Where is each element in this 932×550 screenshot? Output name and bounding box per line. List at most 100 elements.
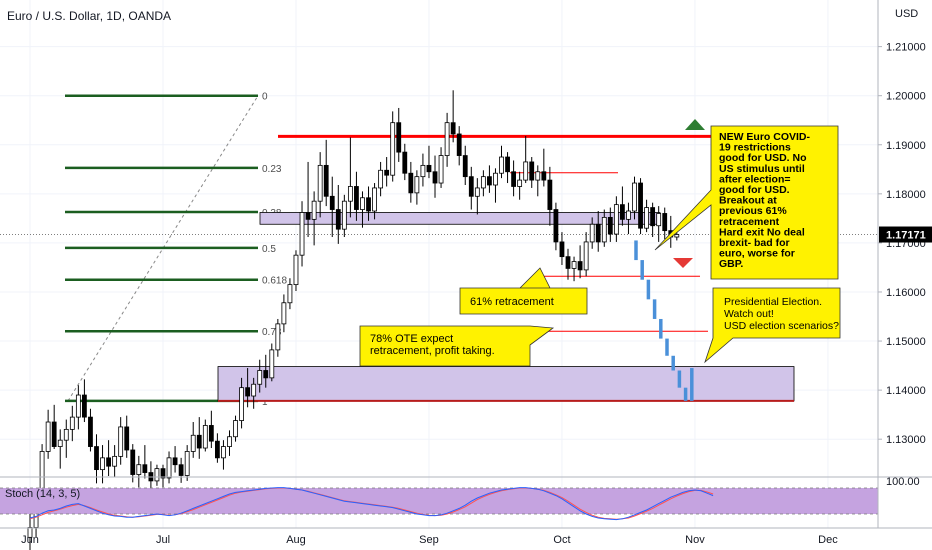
price-tick-label: 1.20000: [886, 91, 926, 103]
candle-body: [650, 207, 656, 227]
note-election-box: [704, 287, 841, 364]
candle-body: [63, 428, 69, 441]
fib-label: 1: [262, 397, 268, 408]
candle-body: [450, 122, 456, 135]
candle-body: [239, 387, 244, 421]
candle-body: [535, 171, 541, 181]
candle-body: [456, 133, 462, 156]
note-covid-text: US stimulus until: [719, 163, 805, 175]
candle-body: [432, 171, 438, 184]
candle-body: [269, 349, 275, 379]
candle-body: [626, 210, 631, 220]
candle-body: [565, 256, 571, 269]
price-tick-label: 1.21000: [886, 42, 926, 54]
candle-body: [221, 446, 226, 459]
time-axis[interactable]: Jun Jul Aug Sep Oct Nov Dec: [0, 527, 932, 546]
candle-body: [166, 457, 172, 479]
candle-body: [620, 204, 625, 220]
candle-body: [251, 383, 257, 397]
note-covid-text: NEW Euro COVID-: [719, 131, 811, 143]
price-tick-label: 1.16000: [886, 287, 926, 299]
stoch-tick-label: 100.00: [886, 476, 920, 488]
note-covid-text: good for USD. No: [719, 152, 807, 164]
stoch-label: Stoch (14, 3, 5): [5, 488, 80, 500]
candle-body: [438, 155, 444, 184]
candle-body: [577, 261, 583, 271]
time-tick-label: Aug: [286, 534, 306, 546]
candle-body: [426, 164, 432, 173]
candle-body: [130, 449, 136, 475]
candle-body: [178, 464, 184, 476]
fib-label: 0.23: [262, 164, 282, 175]
candle-body: [529, 161, 535, 181]
candle-body: [311, 200, 317, 220]
note-covid-text: Hard exit No deal: [719, 226, 805, 238]
candle-body: [208, 425, 214, 442]
note-covid-text: brexit- bad for: [719, 237, 790, 249]
note-election-text: Watch out!: [724, 308, 774, 320]
up-arrow: [685, 119, 705, 130]
time-tick-label: Jun: [21, 534, 39, 546]
fib-label: 0.5: [262, 244, 276, 255]
candle-body: [396, 122, 402, 153]
price-tick-label: 1.18000: [886, 189, 926, 201]
candle-body: [233, 420, 238, 438]
candle-body: [468, 176, 474, 197]
candle-body: [190, 434, 196, 452]
candle-body: [341, 200, 347, 230]
candle-body: [106, 457, 111, 467]
price-tick-label: 1.15000: [886, 336, 926, 348]
candle-body: [571, 261, 577, 269]
candle-body: [184, 451, 190, 476]
fib-label: 0: [262, 92, 268, 103]
zones: [0, 119, 878, 402]
candle-body: [245, 387, 251, 397]
candle-body: [414, 176, 420, 194]
price-tick-label: 1.14000: [886, 385, 926, 397]
candle-body: [275, 323, 281, 351]
candle-body: [75, 394, 81, 418]
candle-body: [69, 416, 75, 430]
candle-body: [662, 213, 668, 232]
candle-body: [100, 457, 105, 471]
current-price-label: 1.17171: [886, 230, 926, 242]
candle-body: [607, 216, 613, 235]
candle-body: [402, 151, 408, 174]
candle-body: [94, 446, 99, 471]
note-covid-text: previous 61%: [719, 205, 787, 217]
candle-body: [323, 164, 329, 197]
price-tick-label: 1.13000: [886, 434, 926, 446]
candle-body: [360, 197, 365, 210]
candle-body: [57, 439, 63, 447]
candle-body: [559, 241, 565, 258]
note-61-box: [459, 267, 588, 315]
candle-body: [613, 204, 619, 235]
price-axis[interactable]: 1.210001.200001.190001.180001.170001.160…: [877, 0, 932, 528]
candle-body: [517, 179, 523, 187]
candle-body: [112, 455, 118, 467]
candles: [27, 90, 680, 550]
candle-body: [601, 216, 607, 243]
current-price-badge: [879, 226, 932, 243]
candle-body: [390, 122, 396, 176]
candle-body: [136, 464, 142, 475]
candle-body: [674, 234, 680, 238]
note-covid-box: [654, 125, 839, 280]
candle-body: [257, 370, 263, 385]
note-election-text: USD election scenarios?: [724, 320, 839, 332]
chart-title: Euro / U.S. Dollar, 1D, OANDA: [7, 9, 171, 23]
candle-body: [202, 425, 208, 449]
currency-label: USD: [895, 8, 918, 20]
candle-body: [347, 186, 353, 202]
candle-body: [88, 416, 93, 447]
note-78-box: [359, 325, 555, 367]
candle-body: [263, 370, 269, 379]
note-covid-text: GBP.: [719, 258, 743, 270]
note-covid-text: 19 restrictions: [719, 142, 791, 154]
candle-body: [493, 172, 498, 186]
candle-body: [335, 209, 341, 230]
candle-body: [499, 156, 504, 174]
note-covid-text: Breakout at: [719, 195, 777, 207]
candle-body: [118, 426, 124, 457]
